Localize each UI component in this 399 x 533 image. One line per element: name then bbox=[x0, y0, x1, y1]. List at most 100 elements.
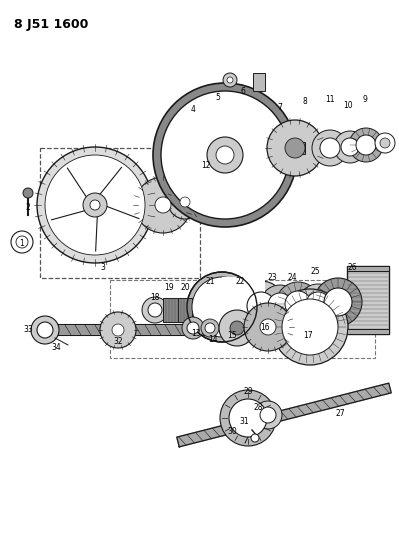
Bar bbox=[253, 73, 265, 91]
Circle shape bbox=[83, 193, 107, 217]
Text: 14: 14 bbox=[208, 335, 218, 344]
Circle shape bbox=[168, 185, 202, 219]
Circle shape bbox=[187, 322, 199, 334]
Bar bbox=[347, 266, 389, 334]
Text: 3: 3 bbox=[101, 263, 105, 272]
Circle shape bbox=[45, 155, 145, 255]
Text: 23: 23 bbox=[267, 273, 277, 282]
Circle shape bbox=[192, 277, 252, 337]
Circle shape bbox=[229, 399, 267, 437]
Text: 27: 27 bbox=[335, 408, 345, 417]
Circle shape bbox=[267, 120, 323, 176]
Text: 16: 16 bbox=[260, 324, 270, 333]
Text: 1: 1 bbox=[20, 238, 24, 247]
Bar bbox=[178, 298, 192, 322]
Bar bbox=[55, 325, 310, 335]
Circle shape bbox=[201, 319, 219, 337]
Circle shape bbox=[227, 77, 233, 83]
Circle shape bbox=[356, 135, 376, 155]
Bar bbox=[40, 148, 200, 278]
Circle shape bbox=[314, 278, 362, 326]
Circle shape bbox=[306, 292, 330, 316]
Text: 8: 8 bbox=[302, 98, 307, 107]
Circle shape bbox=[142, 297, 168, 323]
Text: 15: 15 bbox=[227, 332, 237, 341]
Circle shape bbox=[260, 319, 276, 335]
Circle shape bbox=[251, 434, 259, 442]
Text: 12: 12 bbox=[201, 160, 211, 169]
Bar bbox=[222, 277, 265, 337]
Bar bbox=[110, 280, 375, 358]
Text: 30: 30 bbox=[227, 427, 237, 437]
Circle shape bbox=[205, 323, 215, 333]
Text: 34: 34 bbox=[51, 343, 61, 352]
Circle shape bbox=[100, 312, 136, 348]
Circle shape bbox=[341, 138, 359, 156]
Circle shape bbox=[320, 138, 340, 158]
Circle shape bbox=[31, 316, 59, 344]
Bar bbox=[347, 329, 389, 334]
Circle shape bbox=[182, 317, 204, 339]
Circle shape bbox=[285, 291, 311, 317]
Text: 2: 2 bbox=[26, 204, 30, 213]
Text: 10: 10 bbox=[343, 101, 353, 110]
Text: 9: 9 bbox=[363, 95, 367, 104]
Text: 33: 33 bbox=[23, 326, 33, 335]
Text: 31: 31 bbox=[239, 417, 249, 426]
Circle shape bbox=[161, 91, 289, 219]
Circle shape bbox=[187, 272, 257, 342]
Circle shape bbox=[90, 200, 100, 210]
Circle shape bbox=[349, 128, 383, 162]
Text: 21: 21 bbox=[205, 277, 215, 286]
Circle shape bbox=[244, 303, 292, 351]
Circle shape bbox=[112, 324, 124, 336]
Text: 6: 6 bbox=[241, 87, 245, 96]
Circle shape bbox=[334, 131, 366, 163]
Circle shape bbox=[220, 390, 276, 446]
Text: 29: 29 bbox=[243, 387, 253, 397]
Text: 22: 22 bbox=[235, 278, 245, 287]
Circle shape bbox=[247, 292, 275, 320]
Circle shape bbox=[223, 73, 237, 87]
Circle shape bbox=[216, 146, 234, 164]
Circle shape bbox=[272, 289, 348, 365]
Bar bbox=[292, 142, 305, 154]
Circle shape bbox=[16, 236, 28, 248]
Circle shape bbox=[236, 281, 286, 331]
Circle shape bbox=[285, 138, 305, 158]
Circle shape bbox=[260, 285, 300, 325]
Circle shape bbox=[148, 303, 162, 317]
Text: 20: 20 bbox=[180, 284, 190, 293]
Text: 26: 26 bbox=[347, 263, 357, 272]
Circle shape bbox=[153, 83, 297, 227]
Polygon shape bbox=[177, 383, 391, 447]
Circle shape bbox=[298, 284, 338, 324]
Circle shape bbox=[23, 188, 33, 198]
Text: 11: 11 bbox=[325, 95, 335, 104]
Text: 13: 13 bbox=[191, 329, 201, 338]
Circle shape bbox=[260, 407, 276, 423]
Text: 19: 19 bbox=[164, 284, 174, 293]
Text: 7: 7 bbox=[278, 103, 282, 112]
Circle shape bbox=[268, 293, 292, 317]
Bar bbox=[163, 298, 181, 322]
Circle shape bbox=[37, 147, 153, 263]
Circle shape bbox=[276, 282, 320, 326]
Text: 18: 18 bbox=[150, 294, 160, 303]
Circle shape bbox=[312, 130, 348, 166]
Text: 28: 28 bbox=[253, 403, 263, 413]
Circle shape bbox=[380, 138, 390, 148]
Circle shape bbox=[11, 231, 33, 253]
Bar bbox=[347, 266, 389, 271]
Circle shape bbox=[282, 299, 338, 355]
Circle shape bbox=[207, 137, 243, 173]
Circle shape bbox=[135, 177, 191, 233]
Text: 25: 25 bbox=[310, 268, 320, 277]
Circle shape bbox=[254, 401, 282, 429]
Text: 32: 32 bbox=[113, 337, 123, 346]
Text: 4: 4 bbox=[191, 106, 196, 115]
Text: 5: 5 bbox=[215, 93, 220, 102]
Text: 17: 17 bbox=[303, 330, 313, 340]
Text: 24: 24 bbox=[287, 273, 297, 282]
Circle shape bbox=[37, 322, 53, 338]
